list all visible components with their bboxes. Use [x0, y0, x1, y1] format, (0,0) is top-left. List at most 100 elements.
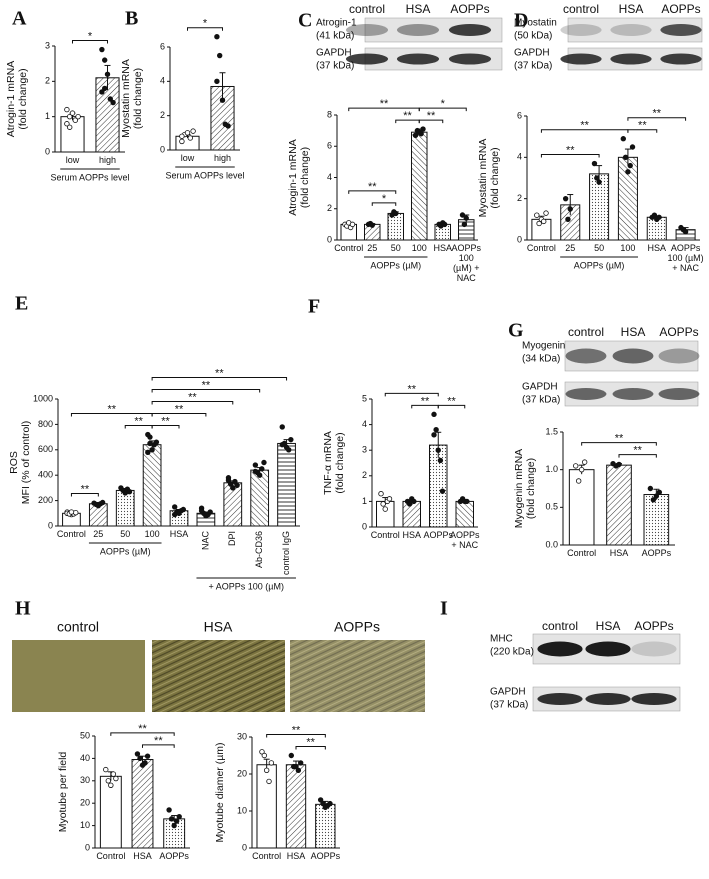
y-tick-label: 1.5	[545, 426, 558, 436]
x-tick-label: Control	[96, 851, 126, 861]
data-point	[214, 78, 220, 85]
y-tick-label: 0.0	[545, 539, 558, 549]
y-tick-label: 600	[38, 444, 53, 454]
data-point	[263, 767, 270, 773]
data-point	[297, 760, 304, 766]
band	[631, 693, 677, 705]
y-tick-label: 2	[517, 193, 522, 203]
y-tick-label: 0.5	[545, 502, 558, 512]
data-point	[543, 210, 549, 216]
data-point	[214, 34, 220, 40]
data-point	[441, 221, 448, 228]
data-point	[184, 130, 191, 136]
data-point	[653, 493, 660, 499]
significance-bracket	[151, 425, 180, 429]
y-tick-label: 4	[517, 152, 522, 162]
x-tick-label-box: Control	[252, 851, 281, 861]
x-tick-label-box: 25	[367, 243, 377, 253]
data-point	[216, 52, 223, 59]
significance-bracket	[371, 202, 397, 206]
y-axis-label: Myostatin mRNA	[477, 139, 489, 218]
y-tick-label: 3	[45, 40, 50, 50]
significance-bracket	[618, 454, 657, 458]
significance-bracket	[151, 401, 234, 405]
x-tick-label: NAC	[200, 531, 210, 551]
x-tick-label: HSA	[402, 530, 421, 540]
data-point	[406, 501, 413, 507]
y-tick-label: 0	[48, 520, 53, 530]
band	[396, 24, 440, 36]
bar	[606, 464, 632, 546]
data-point	[647, 485, 654, 492]
y-axis-label: Myostatin mRNA	[120, 59, 132, 138]
significance-bracket	[110, 732, 175, 736]
panel-letter: E	[15, 293, 28, 315]
x-tick-label: HSA	[433, 243, 452, 253]
x-tick-label: Control	[370, 530, 400, 540]
y-tick-label: 400	[38, 470, 53, 480]
y-tick-label: 0	[327, 234, 332, 244]
data-point	[286, 447, 292, 453]
data-point	[463, 215, 469, 221]
data-point	[541, 218, 547, 225]
data-point	[327, 800, 333, 807]
significance-label: **	[368, 181, 377, 193]
data-point	[103, 766, 109, 773]
y-tick-label: 3	[362, 445, 367, 455]
data-point	[99, 499, 106, 506]
significance-label: **	[81, 483, 90, 495]
y-tick-label: 6	[517, 110, 522, 120]
data-point	[650, 497, 657, 503]
x-tick-label-box: high	[99, 155, 116, 165]
x-tick-label: low	[65, 155, 80, 165]
significance-bracket	[384, 392, 439, 397]
x-tick-label: 25	[565, 243, 576, 253]
protein-label: GAPDH	[514, 48, 550, 59]
protein-label: (37 kDa)	[316, 61, 354, 72]
bar	[315, 803, 336, 849]
data-point	[230, 485, 236, 491]
lane-label: control	[349, 2, 385, 16]
data-point	[261, 752, 268, 759]
x-tick-label: 100	[620, 243, 636, 253]
x-tick-label-box: low	[181, 153, 195, 163]
data-point	[536, 220, 542, 227]
y-tick-label: 20	[237, 768, 247, 778]
x-tick-label: control IgG	[281, 531, 291, 575]
protein-label: (37 kDa)	[522, 395, 560, 406]
protein-label: GAPDH	[522, 382, 558, 393]
protein-label: Atrogin-1	[316, 18, 357, 29]
x-tick-label-box: 50	[391, 243, 401, 253]
y-tick-label: 5	[362, 393, 367, 403]
micrograph	[12, 640, 145, 712]
x-tick-label-box: Control	[370, 530, 400, 540]
significance-label: **	[134, 415, 143, 427]
x-tick-label-box: 100	[412, 243, 427, 253]
data-point	[187, 135, 193, 141]
y-axis-label: Myotube diamer (µm)	[214, 743, 226, 843]
protein-label: MHC	[490, 634, 513, 645]
y-axis-label: Myotube per field	[57, 752, 69, 833]
x-tick-label: HSA	[133, 851, 152, 861]
band	[560, 24, 602, 36]
group-label: + AOPPs 100 (µM)	[208, 581, 283, 591]
protein-label: GAPDH	[316, 48, 352, 59]
y-tick-label: 0	[160, 144, 165, 154]
significance-bracket	[581, 442, 657, 446]
y-axis-label: (fold change)	[489, 147, 501, 208]
y-axis-label: Atrogin-1 mRNA	[287, 139, 299, 215]
significance-label: **	[638, 120, 647, 132]
data-point	[153, 439, 160, 445]
x-tick-label: HSA	[286, 851, 306, 861]
y-axis-label: Atrogin-1 mRNA	[5, 61, 17, 137]
x-tick-label-box: HSA	[286, 851, 306, 861]
x-tick-label-box: Control	[567, 548, 596, 558]
significance-label: **	[202, 379, 211, 391]
x-tick-label: DPI	[227, 531, 237, 546]
x-tick-label-box: Control	[57, 529, 86, 539]
x-tick-label-box: HSA	[647, 243, 666, 253]
data-point	[431, 432, 437, 438]
group-label: Serum AOPPs level	[165, 170, 244, 180]
lane-label: HSA	[619, 2, 644, 16]
panel-letter: C	[298, 10, 312, 32]
